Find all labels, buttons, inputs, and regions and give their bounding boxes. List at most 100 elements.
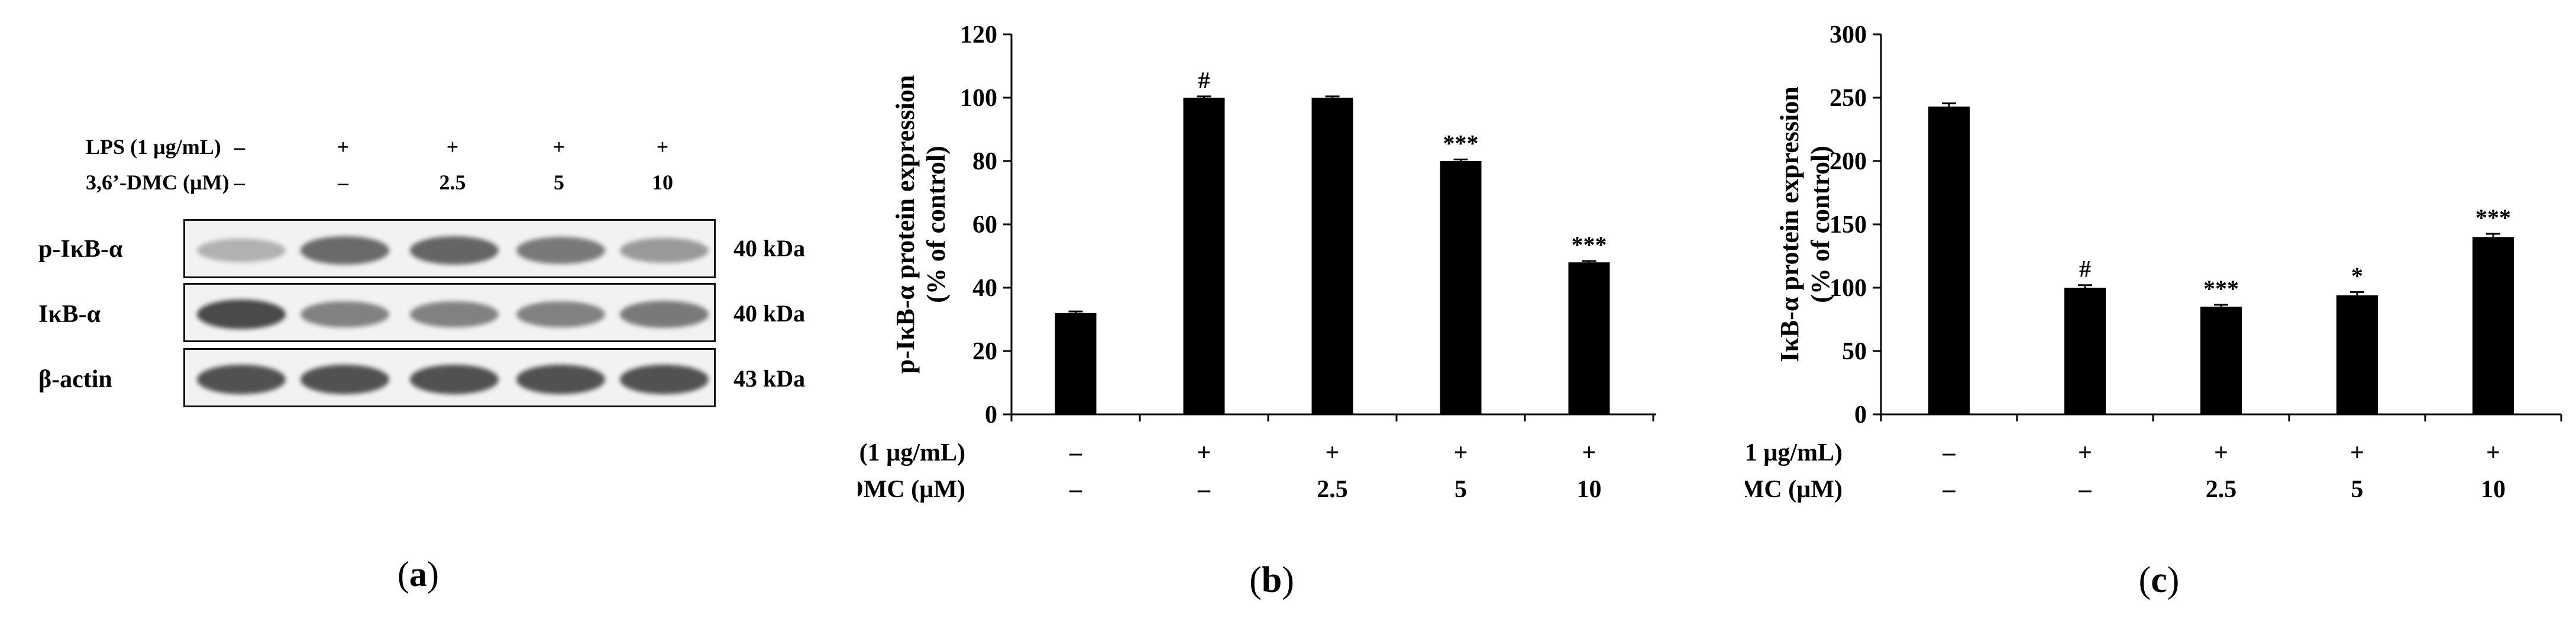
- blot-band: [410, 301, 499, 328]
- blot-condition-cell: –: [234, 135, 245, 159]
- blot-condition-cell: 5: [554, 170, 564, 194]
- panel-label-letter: b: [1262, 560, 1282, 600]
- y-tick-label: 100: [960, 85, 997, 112]
- significance-mark: ***: [2203, 275, 2239, 302]
- condition-cell: +: [1454, 439, 1468, 466]
- blot-band: [197, 239, 286, 262]
- condition-cell: 5: [2351, 476, 2364, 503]
- condition-cell: –: [1942, 439, 1956, 466]
- panel-label-letter: c: [2151, 560, 2167, 600]
- bar: [1311, 98, 1353, 414]
- condition-cell: 2.5: [2206, 476, 2237, 503]
- condition-cell: 2.5: [1317, 476, 1348, 503]
- significance-mark: ***: [2475, 204, 2511, 231]
- blot-label-ikb: IκB-α: [38, 301, 101, 328]
- condition-cell: +: [2350, 439, 2364, 466]
- dmc-row-label: 3,6’-DMC (µM): [86, 170, 230, 194]
- bar: [1568, 262, 1610, 414]
- condition-cell: –: [1069, 439, 1082, 466]
- y-tick-label: 250: [1830, 85, 1867, 112]
- kda-label-ikb: 40 kDa: [733, 300, 806, 327]
- blot-band: [197, 365, 286, 394]
- blot-band: [300, 301, 389, 328]
- condition-row-label: LPS (1 µg/mL): [1745, 439, 1843, 466]
- y-axis-label-line1: p-IκB-α protein expression: [891, 75, 920, 374]
- y-tick-label: 300: [1830, 21, 1867, 49]
- condition-row-label: 3,6'-DMC (µM): [1745, 476, 1843, 503]
- y-tick-label: 150: [1830, 211, 1867, 239]
- condition-cell: +: [2486, 439, 2500, 466]
- bar: [2200, 307, 2242, 414]
- panel-label-paren: (: [1249, 560, 1262, 600]
- condition-cell: –: [1197, 476, 1211, 503]
- blot-band: [620, 237, 709, 263]
- panel-label: (b): [1249, 560, 1294, 600]
- y-tick-label: 100: [1830, 275, 1867, 302]
- bar: [1928, 106, 1970, 415]
- y-axis-label: IκB-α protein expression(% of control): [1775, 86, 1835, 362]
- blot-strip-p-ikb: [183, 219, 716, 278]
- blot-condition-cell: +: [552, 135, 565, 159]
- significance-mark: ***: [1443, 130, 1479, 156]
- condition-cell: +: [2078, 439, 2092, 466]
- significance-mark: ***: [1572, 231, 1607, 258]
- blot-strip-ikb: [183, 283, 716, 342]
- y-tick-label: 20: [972, 338, 997, 365]
- blot-band: [516, 237, 605, 264]
- condition-row-label: LPS (1 µg/mL): [858, 439, 965, 466]
- bar: [1183, 98, 1225, 414]
- blot-band: [516, 301, 605, 328]
- y-tick-label: 60: [972, 211, 997, 239]
- panel-label-a: (a): [397, 555, 439, 594]
- blot-condition-cell: +: [656, 135, 669, 159]
- y-axis-label: p-IκB-α protein expression(% of control): [891, 75, 951, 374]
- bar-chart-p-ikb: 0 20 40 60 80 100 120 p-IκB-α protein expressio…: [858, 21, 1656, 600]
- y-tick-label: 50: [1842, 338, 1867, 365]
- blot-band: [300, 236, 389, 265]
- y-tick-label: 40: [972, 275, 997, 302]
- lps-row-label: LPS (1 µg/mL): [86, 135, 221, 159]
- blot-label-actin: β-actin: [38, 366, 112, 393]
- bar: [2336, 295, 2378, 414]
- blot-band: [516, 365, 605, 394]
- condition-cell: –: [1069, 476, 1082, 503]
- condition-cell: 10: [1577, 476, 1602, 503]
- condition-cell: 5: [1455, 476, 1467, 503]
- y-tick-label: 0: [1854, 401, 1867, 429]
- kda-label-p-ikb: 40 kDa: [733, 235, 806, 262]
- blot-condition-cell: 10: [652, 170, 673, 194]
- panel-label-paren: ): [2167, 560, 2180, 600]
- condition-cell: –: [1942, 476, 1956, 503]
- kda-label-actin: 43 kDa: [733, 365, 806, 392]
- blot-band: [620, 365, 709, 394]
- y-tick-label: 0: [985, 401, 997, 429]
- bar: [1440, 161, 1482, 414]
- y-tick-label: 80: [972, 148, 997, 175]
- significance-mark: #: [1198, 67, 1210, 94]
- significance-mark: #: [2079, 256, 2091, 282]
- blot-condition-cell: –: [234, 170, 245, 194]
- panel-label: (c): [2139, 560, 2180, 600]
- blot-condition-cell: +: [446, 135, 459, 159]
- y-axis-label-line2: (% of control): [1806, 146, 1835, 303]
- bar: [2472, 237, 2514, 414]
- blot-condition-cell: 2.5: [439, 170, 466, 194]
- bar-chart-ikb: 0 50 100 150 200 250 300 IκB-α protein expressi…: [1745, 21, 2562, 600]
- condition-cell: 10: [2481, 476, 2506, 503]
- condition-cell: –: [2079, 476, 2092, 503]
- significance-mark: *: [2351, 262, 2363, 289]
- y-axis-label-line1: IκB-α protein expression: [1775, 86, 1804, 362]
- y-tick-label: 120: [960, 21, 997, 49]
- blot-condition-cell: +: [337, 135, 350, 159]
- panel-label-paren: ): [1282, 560, 1294, 600]
- blot-strip-actin: [183, 348, 716, 407]
- condition-cell: +: [1326, 439, 1340, 466]
- blot-band: [197, 299, 286, 330]
- condition-cell: +: [1197, 439, 1211, 466]
- blot-label-p-ikb: p-IκB-α: [38, 236, 123, 263]
- condition-cell: +: [2214, 439, 2228, 466]
- bar: [2064, 288, 2106, 414]
- panel-label-paren: (: [2139, 560, 2151, 600]
- blot-band: [300, 365, 389, 394]
- bar: [1055, 313, 1097, 414]
